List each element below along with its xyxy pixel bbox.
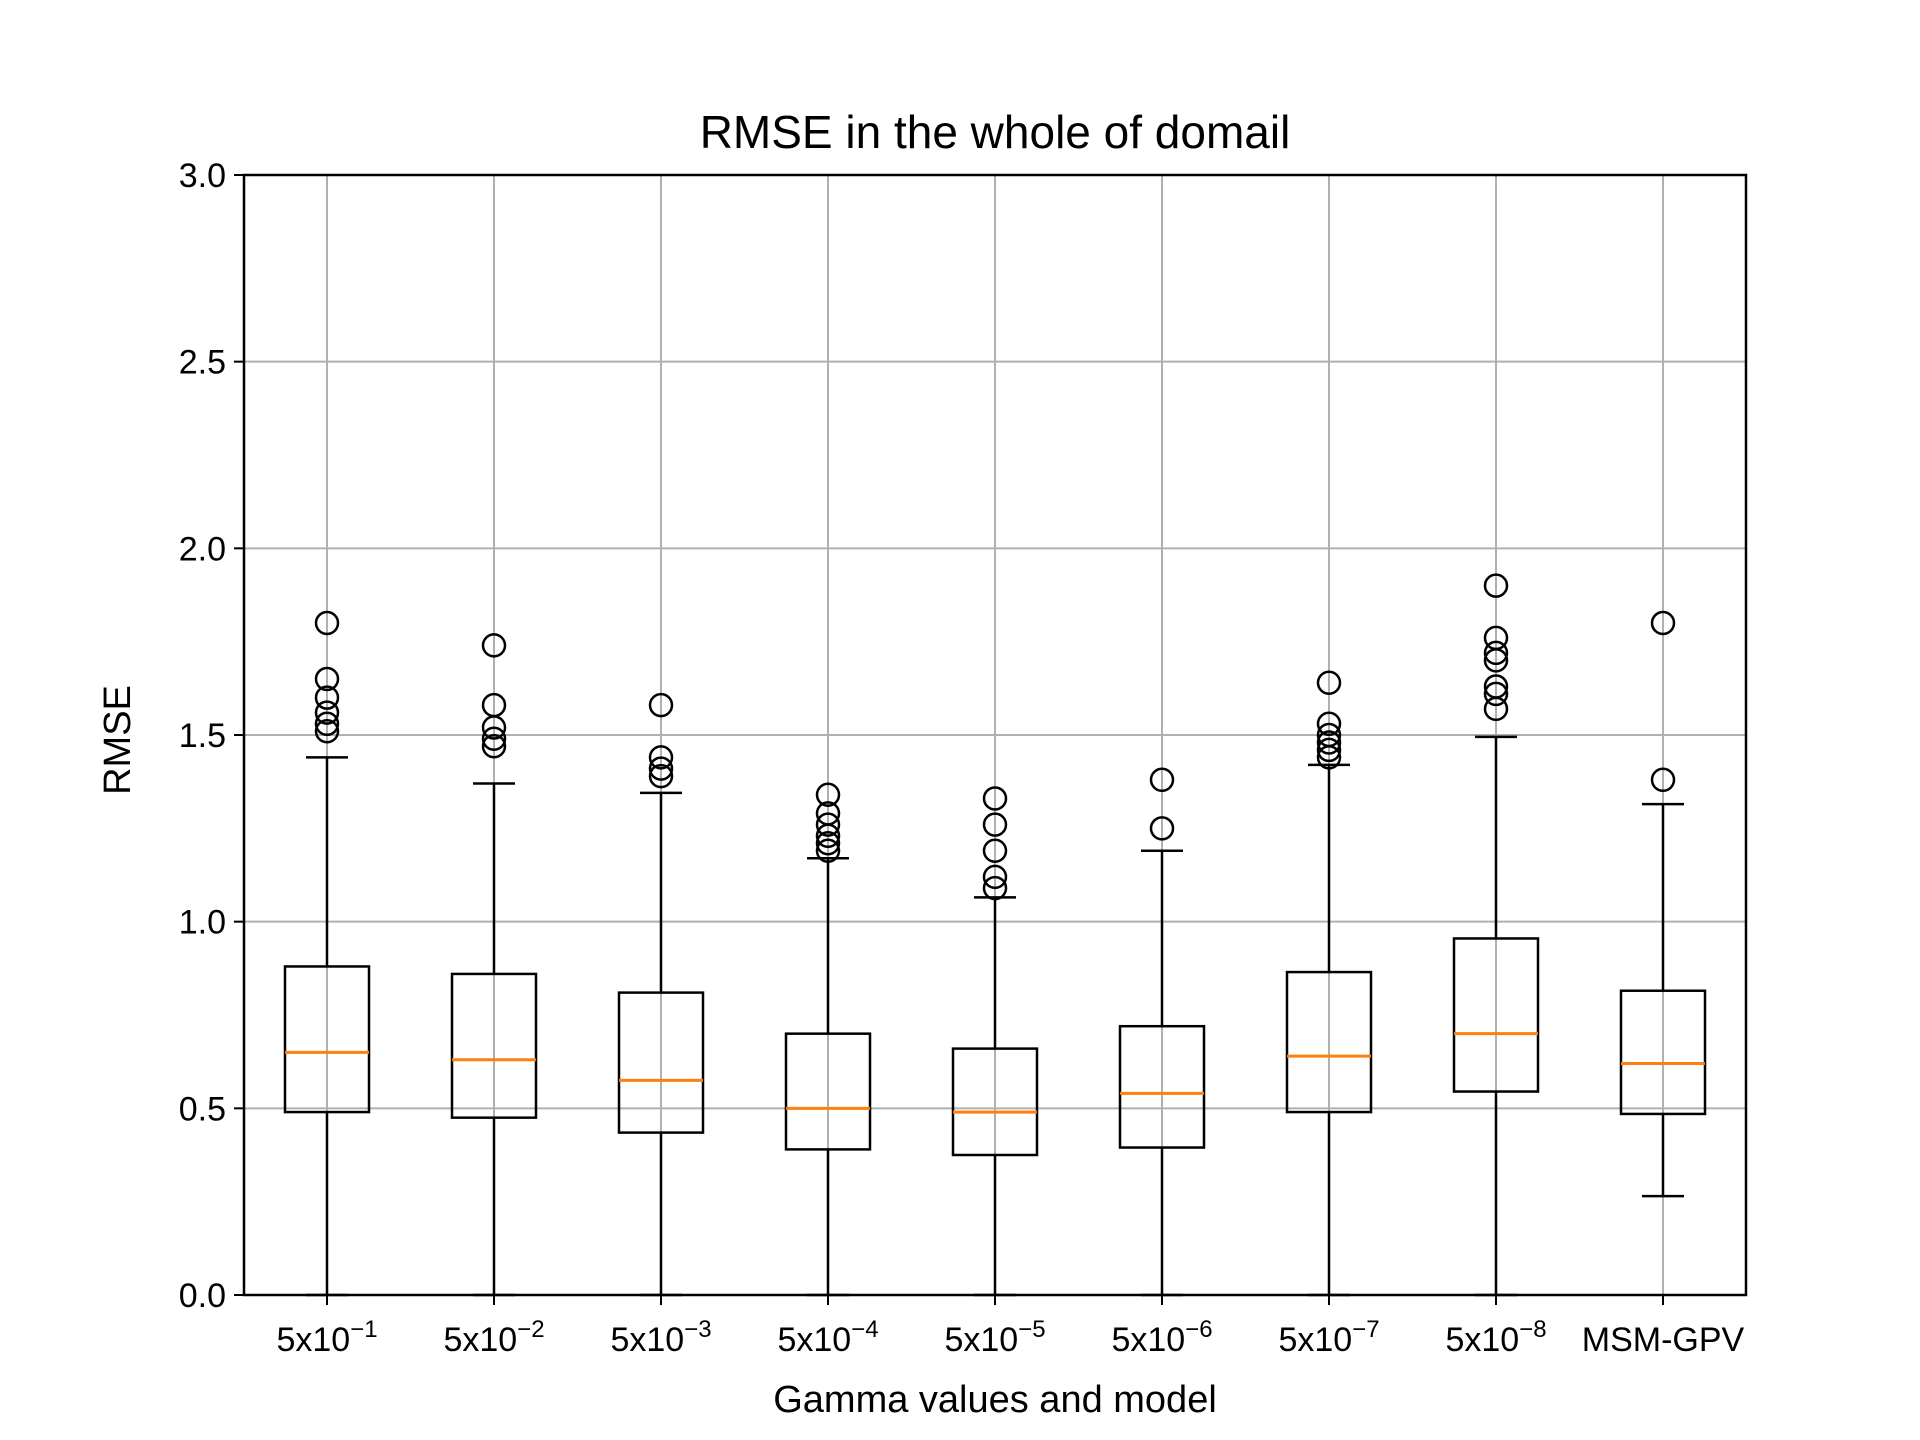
- y-tick-label: 0.5: [179, 1090, 226, 1128]
- y-tick-label: 1.0: [179, 904, 226, 942]
- outlier-point: [314, 666, 340, 692]
- iqr-box: [1285, 970, 1373, 1114]
- outlier-point: [648, 756, 674, 781]
- outlier-point: [815, 812, 841, 837]
- outlier-point: [815, 838, 841, 863]
- box-group: [784, 782, 872, 1297]
- iqr-box: [283, 965, 371, 1114]
- x-tick-label: 5x10−6: [1111, 1316, 1212, 1359]
- x-tick-exponent: −4: [851, 1316, 878, 1343]
- iqr-box: [1452, 937, 1540, 1093]
- outlier-point: [1316, 722, 1342, 748]
- outlier-point: [1149, 816, 1175, 841]
- chart-title: RMSE in the whole of domail: [700, 106, 1291, 158]
- box-group: [1285, 670, 1373, 1297]
- plot-frame: [242, 173, 1748, 1297]
- y-tick-label: 2.5: [179, 344, 226, 382]
- y-tick-label: 0.0: [179, 1277, 226, 1315]
- x-axis-label: Gamma values and model: [773, 1379, 1217, 1421]
- y-tick-label: 1.5: [179, 717, 226, 755]
- outlier-point: [1316, 737, 1342, 763]
- outlier-point: [314, 685, 340, 710]
- x-tick-base: 5x10: [610, 1321, 684, 1359]
- x-tick-label: 5x10−4: [777, 1316, 878, 1359]
- outlier-point: [481, 733, 507, 759]
- outlier-point: [648, 763, 674, 789]
- outlier-point: [982, 864, 1008, 890]
- outlier-point: [648, 692, 674, 718]
- outlier-point: [314, 719, 340, 744]
- x-tick-label: 5x10−5: [944, 1316, 1045, 1359]
- x-tick-label: 5x10−7: [1278, 1316, 1379, 1359]
- box-group: [450, 633, 538, 1297]
- x-tick-exponent: −1: [350, 1316, 377, 1343]
- outlier-point: [481, 633, 507, 658]
- outlier-point: [982, 812, 1008, 837]
- x-tick-exponent: −5: [1018, 1316, 1045, 1343]
- x-tick-label: 5x10−3: [610, 1316, 711, 1359]
- outlier-point: [815, 831, 841, 856]
- x-tick-exponent: −8: [1519, 1316, 1546, 1343]
- outlier-point: [314, 610, 340, 636]
- iqr-box: [450, 972, 538, 1119]
- box-group: [1452, 573, 1540, 1297]
- outlier-point: [314, 711, 340, 737]
- x-tick-base: 5x10: [944, 1321, 1018, 1359]
- outlier-point: [1483, 573, 1509, 598]
- outlier-point: [982, 786, 1008, 811]
- x-tick-exponent: −7: [1352, 1316, 1379, 1343]
- outlier-point: [314, 700, 340, 725]
- x-tick-base: 5x10: [276, 1321, 350, 1359]
- x-tick-label: 5x10−2: [443, 1316, 544, 1359]
- x-tick-base: 5x10: [777, 1321, 851, 1359]
- grid: [244, 174, 1746, 1296]
- outlier-point: [1316, 670, 1342, 695]
- box-group: [951, 786, 1039, 1297]
- x-tick-base: 5x10: [1111, 1321, 1185, 1359]
- iqr-box: [1118, 1024, 1206, 1149]
- outlier-point: [815, 782, 841, 807]
- outlier-point: [1316, 730, 1342, 755]
- x-tick-label: 5x10−1: [276, 1316, 377, 1359]
- outlier-point: [982, 875, 1008, 901]
- x-tick-base: 5x10: [1278, 1321, 1352, 1359]
- outlier-point: [815, 801, 841, 826]
- outlier-point: [481, 692, 507, 718]
- outlier-point: [1149, 767, 1175, 793]
- x-tick-base: 5x10: [443, 1321, 517, 1359]
- outlier-point: [1483, 681, 1509, 707]
- outlier-point: [1483, 625, 1509, 651]
- boxes: [283, 573, 1707, 1297]
- outlier-point: [1650, 767, 1676, 793]
- outlier-point: [648, 745, 674, 770]
- outlier-point: [982, 838, 1008, 863]
- box-group: [1619, 610, 1707, 1198]
- x-tick-base: 5x10: [1445, 1321, 1519, 1359]
- x-tick-exponent: −2: [517, 1316, 544, 1343]
- outlier-point: [481, 726, 507, 751]
- outlier-point: [1650, 610, 1676, 636]
- x-tick-exponent: −6: [1185, 1316, 1212, 1343]
- x-tick-exponent: −3: [684, 1316, 711, 1343]
- iqr-box: [617, 991, 705, 1134]
- outlier-point: [1316, 711, 1342, 737]
- x-tick-base: MSM-GPV: [1582, 1321, 1745, 1359]
- y-axis-label: RMSE: [97, 685, 139, 795]
- iqr-box: [951, 1047, 1039, 1157]
- x-tick-label: MSM-GPV: [1582, 1321, 1745, 1359]
- x-tick-label: 5x10−8: [1445, 1316, 1546, 1359]
- iqr-box: [1619, 989, 1707, 1116]
- y-tick-label: 3.0: [179, 157, 226, 195]
- iqr-box: [784, 1032, 872, 1151]
- y-tick-label: 2.0: [179, 530, 226, 568]
- outlier-point: [1483, 674, 1509, 699]
- outlier-point: [1483, 640, 1509, 666]
